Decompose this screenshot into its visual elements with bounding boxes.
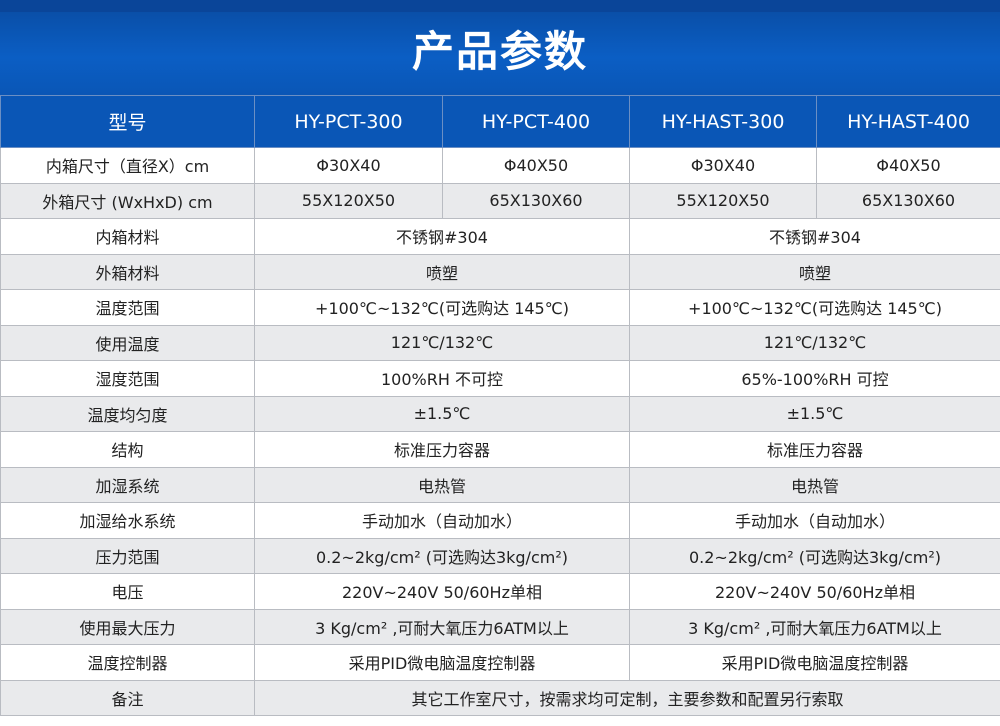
table-row: 温度均匀度 ±1.5℃ ±1.5℃ <box>0 395 1000 432</box>
cell-value: 55X120X50 <box>254 182 443 219</box>
cell-value-hast: 标准压力容器 <box>629 431 1000 468</box>
header-model-hy-hast-300: HY-HAST-300 <box>629 95 817 148</box>
row-label: 压力范围 <box>0 537 255 574</box>
cell-value-hast: 采用PID微电脑温度控制器 <box>629 644 1000 681</box>
row-label: 外箱材料 <box>0 253 255 290</box>
table-row: 结构 标准压力容器 标准压力容器 <box>0 431 1000 468</box>
header-model-label: 型号 <box>0 95 255 148</box>
header-row: 型号 HY-PCT-300 HY-PCT-400 HY-HAST-300 HY-… <box>0 95 1000 148</box>
row-label: 温度控制器 <box>0 644 255 681</box>
row-label: 使用温度 <box>0 324 255 361</box>
note-text: 其它工作室尺寸，按需求均可定制，主要参数和配置另行索取 <box>254 679 1000 716</box>
table-row: 湿度范围 100%RH 不可控 65%-100%RH 可控 <box>0 360 1000 397</box>
cell-value-hast: 65%-100%RH 可控 <box>629 360 1000 397</box>
header-model-hy-pct-300: HY-PCT-300 <box>254 95 443 148</box>
spec-table: 型号 HY-PCT-300 HY-PCT-400 HY-HAST-300 HY-… <box>0 95 1000 716</box>
table-row: 使用最大压力 3 Kg/cm² ,可耐大氧压力6ATM以上 3 Kg/cm² ,… <box>0 608 1000 645</box>
header-model-hy-pct-400: HY-PCT-400 <box>442 95 630 148</box>
table-row: 压力范围 0.2~2kg/cm² (可选购达3kg/cm²) 0.2~2kg/c… <box>0 537 1000 574</box>
cell-value: 65X130X60 <box>442 182 630 219</box>
cell-value-hast: 喷塑 <box>629 253 1000 290</box>
cell-value-pct: 3 Kg/cm² ,可耐大氧压力6ATM以上 <box>254 608 630 645</box>
header-model-hy-hast-400: HY-HAST-400 <box>816 95 1000 148</box>
table-row: 外箱尺寸 (WxHxD) cm 55X120X50 65X130X60 55X1… <box>0 182 1000 219</box>
cell-value-hast: ±1.5℃ <box>629 395 1000 432</box>
row-label: 加湿系统 <box>0 466 255 503</box>
row-label: 内箱材料 <box>0 218 255 255</box>
cell-value-pct: 标准压力容器 <box>254 431 630 468</box>
cell-value-pct: 220V~240V 50/60Hz单相 <box>254 573 630 610</box>
cell-value-hast: 220V~240V 50/60Hz单相 <box>629 573 1000 610</box>
table-row: 温度范围 +100℃~132℃(可选购达 145℃) +100℃~132℃(可选… <box>0 289 1000 326</box>
cell-value: Φ30X40 <box>629 147 817 184</box>
table-row: 内箱尺寸（直径X）cm Φ30X40 Φ40X50 Φ30X40 Φ40X50 <box>0 147 1000 184</box>
cell-value-hast: 3 Kg/cm² ,可耐大氧压力6ATM以上 <box>629 608 1000 645</box>
table-row: 电压 220V~240V 50/60Hz单相 220V~240V 50/60Hz… <box>0 573 1000 610</box>
cell-value-pct: ±1.5℃ <box>254 395 630 432</box>
cell-value-pct: 电热管 <box>254 466 630 503</box>
table-row: 外箱材料 喷塑 喷塑 <box>0 253 1000 290</box>
table-row: 加湿给水系统 手动加水（自动加水） 手动加水（自动加水） <box>0 502 1000 539</box>
cell-value: 65X130X60 <box>816 182 1000 219</box>
page-title: 产品参数 <box>411 27 588 76</box>
cell-value-hast: 电热管 <box>629 466 1000 503</box>
table-row: 加湿系统 电热管 电热管 <box>0 466 1000 503</box>
row-label: 使用最大压力 <box>0 608 255 645</box>
cell-value-pct: 0.2~2kg/cm² (可选购达3kg/cm²) <box>254 537 630 574</box>
table-row: 内箱材料 不锈钢#304 不锈钢#304 <box>0 218 1000 255</box>
cell-value-pct: 手动加水（自动加水） <box>254 502 630 539</box>
cell-value: Φ40X50 <box>442 147 630 184</box>
table-row: 使用温度 121℃/132℃ 121℃/132℃ <box>0 324 1000 361</box>
spec-table-body: 内箱尺寸（直径X）cm Φ30X40 Φ40X50 Φ30X40 Φ40X50 … <box>0 147 1000 716</box>
cell-value-hast: 121℃/132℃ <box>629 324 1000 361</box>
row-label: 温度均匀度 <box>0 395 255 432</box>
cell-value-hast: +100℃~132℃(可选购达 145℃) <box>629 289 1000 326</box>
row-label: 结构 <box>0 431 255 468</box>
cell-value-hast: 不锈钢#304 <box>629 218 1000 255</box>
row-label: 电压 <box>0 573 255 610</box>
row-label: 温度范围 <box>0 289 255 326</box>
title-banner: 产品参数 <box>0 0 1000 95</box>
spec-table-header: 型号 HY-PCT-300 HY-PCT-400 HY-HAST-300 HY-… <box>0 95 1000 148</box>
cell-value: Φ30X40 <box>254 147 443 184</box>
cell-value-hast: 0.2~2kg/cm² (可选购达3kg/cm²) <box>629 537 1000 574</box>
cell-value: Φ40X50 <box>816 147 1000 184</box>
note-label: 备注 <box>0 679 255 716</box>
row-label: 内箱尺寸（直径X）cm <box>0 147 255 184</box>
cell-value-pct: 121℃/132℃ <box>254 324 630 361</box>
table-row: 温度控制器 采用PID微电脑温度控制器 采用PID微电脑温度控制器 <box>0 644 1000 681</box>
row-label: 外箱尺寸 (WxHxD) cm <box>0 182 255 219</box>
cell-value-pct: 采用PID微电脑温度控制器 <box>254 644 630 681</box>
row-label: 湿度范围 <box>0 360 255 397</box>
row-label: 加湿给水系统 <box>0 502 255 539</box>
cell-value: 55X120X50 <box>629 182 817 219</box>
table-row-note: 备注 其它工作室尺寸，按需求均可定制，主要参数和配置另行索取 <box>0 679 1000 716</box>
cell-value-pct: 不锈钢#304 <box>254 218 630 255</box>
cell-value-pct: +100℃~132℃(可选购达 145℃) <box>254 289 630 326</box>
cell-value-pct: 100%RH 不可控 <box>254 360 630 397</box>
cell-value-hast: 手动加水（自动加水） <box>629 502 1000 539</box>
cell-value-pct: 喷塑 <box>254 253 630 290</box>
